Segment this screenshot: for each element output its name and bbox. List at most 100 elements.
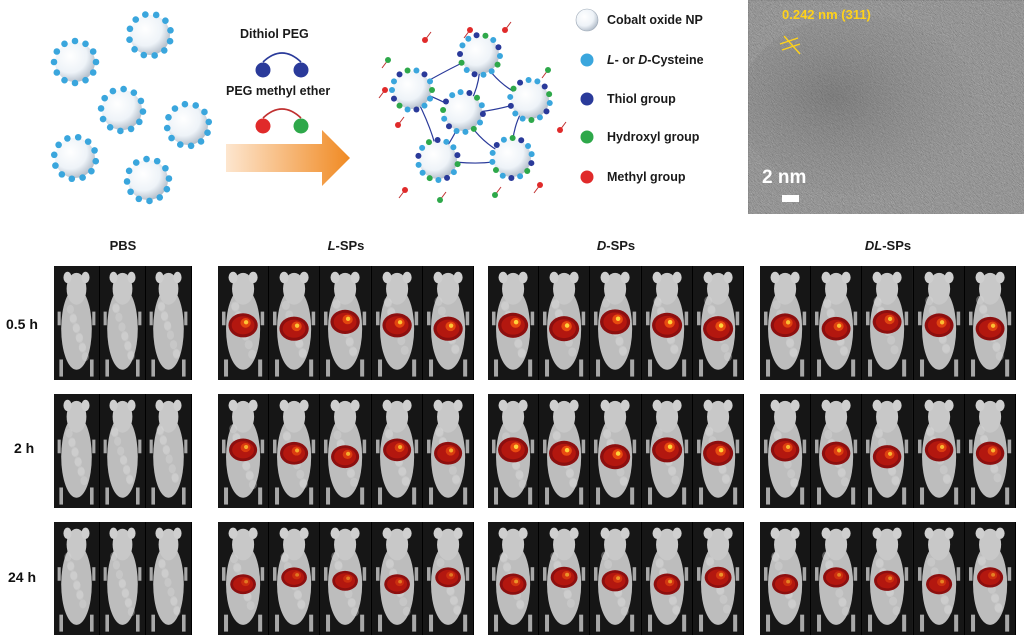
cysteine-dot — [152, 11, 160, 19]
surface-group — [462, 128, 469, 135]
mouse-image — [862, 266, 914, 380]
surface-group — [546, 100, 553, 107]
fluorescence-signal — [549, 316, 580, 342]
lattice-marker — [779, 35, 801, 55]
cobalt-oxide-np — [163, 100, 213, 150]
cysteine-dot — [187, 142, 195, 150]
surface-group — [425, 139, 432, 146]
fluorescence-signal — [498, 312, 529, 338]
surface-group — [415, 152, 422, 159]
cysteine-dot — [205, 118, 213, 126]
cysteine-dot — [167, 27, 174, 34]
surface-group — [525, 77, 532, 84]
surface-group — [404, 67, 411, 74]
fluorescence-signal — [382, 313, 412, 338]
mouse-silhouette — [149, 399, 188, 505]
assembled-np — [489, 135, 535, 181]
surface-group — [404, 106, 411, 113]
surface-group — [441, 115, 448, 122]
peg-methyl-ether-label: PEG methyl ether — [226, 84, 331, 98]
surface-group — [507, 102, 514, 109]
mouse-image — [218, 522, 270, 635]
imaging-panel — [488, 394, 744, 508]
scale-bar-label: 2 nm — [762, 167, 807, 188]
surface-group — [507, 93, 514, 100]
legend-methyl-icon — [580, 170, 594, 184]
mouse-image — [811, 394, 863, 508]
mouse-image — [146, 394, 192, 508]
legend-thiol-group: Thiol group — [607, 92, 676, 106]
assembled-np — [389, 67, 435, 113]
cysteine-dot — [88, 167, 95, 175]
fluorescence-signal — [924, 438, 953, 462]
fluorescence-signal — [653, 573, 681, 595]
surface-group — [443, 138, 450, 145]
fluorescence-signal — [702, 440, 733, 466]
mouse-image — [422, 266, 474, 380]
fluorescence-signal — [499, 573, 527, 595]
fluorescence-signal — [823, 567, 850, 588]
mouse-image — [760, 394, 812, 508]
end-group — [437, 197, 443, 203]
cysteine-dot — [53, 48, 61, 55]
cysteine-dot — [139, 108, 147, 115]
cysteine-dot — [146, 197, 153, 205]
end-group — [557, 127, 563, 133]
cysteine-dot — [97, 105, 105, 112]
fluorescence-signal — [330, 309, 361, 334]
mouse-image — [218, 266, 270, 380]
cysteine-dot — [125, 167, 133, 175]
surface-group — [463, 66, 470, 73]
cysteine-dot — [68, 175, 76, 183]
fluorescence-signal — [770, 313, 800, 338]
mouse-image — [692, 266, 744, 380]
end-group — [545, 67, 551, 73]
surface-group — [457, 50, 464, 57]
surface-group — [389, 87, 395, 93]
reaction-arrow — [226, 130, 350, 186]
cysteine-dot — [204, 129, 211, 137]
surface-group — [465, 35, 472, 42]
legend-thiol-icon — [580, 92, 594, 106]
fluorescence-signal — [874, 570, 901, 591]
surface-group — [457, 89, 464, 96]
cysteine-dot — [156, 194, 164, 201]
assembled-np — [457, 32, 503, 78]
mouse-image — [371, 522, 423, 635]
legend-hydroxyl-icon — [580, 130, 594, 144]
tem-noise — [748, 0, 1024, 214]
cysteine-dot — [137, 97, 145, 105]
surface-group — [518, 137, 525, 144]
mouse-image — [320, 394, 372, 508]
mouse-image — [488, 522, 540, 635]
cysteine-dot — [74, 133, 82, 141]
legend-cysteine-icon — [580, 53, 594, 67]
assembled-np — [415, 137, 461, 183]
surface-group — [442, 98, 449, 105]
fluorescence-signal — [550, 566, 578, 588]
mouse-image — [488, 266, 540, 380]
cysteine-dot — [89, 48, 97, 55]
timepoint-label-2h: 2 h — [14, 440, 35, 456]
mouse-silhouette — [103, 527, 142, 632]
mouse-image — [100, 266, 146, 380]
assembled-np — [440, 89, 486, 135]
peg-methyl-ether-molecule — [255, 108, 309, 134]
surface-group — [421, 71, 428, 78]
cysteine-dot — [89, 69, 97, 76]
surface-group — [413, 106, 420, 113]
cysteine-dot — [127, 188, 134, 196]
imaging-panel — [488, 266, 744, 380]
cysteine-dot — [153, 157, 161, 165]
cysteine-dot — [53, 69, 61, 76]
mouse-image — [590, 394, 642, 508]
mouse-image — [269, 522, 321, 635]
fluorescence-signal — [600, 309, 631, 335]
mouse-silhouette — [543, 527, 586, 632]
cobalt-oxide-np — [50, 133, 100, 183]
dithiol-peg-molecule — [255, 52, 309, 78]
surface-group — [534, 78, 541, 85]
fluorescence-signal — [280, 441, 309, 465]
fluorescence-signal — [279, 316, 309, 341]
mouse-image — [539, 266, 591, 380]
